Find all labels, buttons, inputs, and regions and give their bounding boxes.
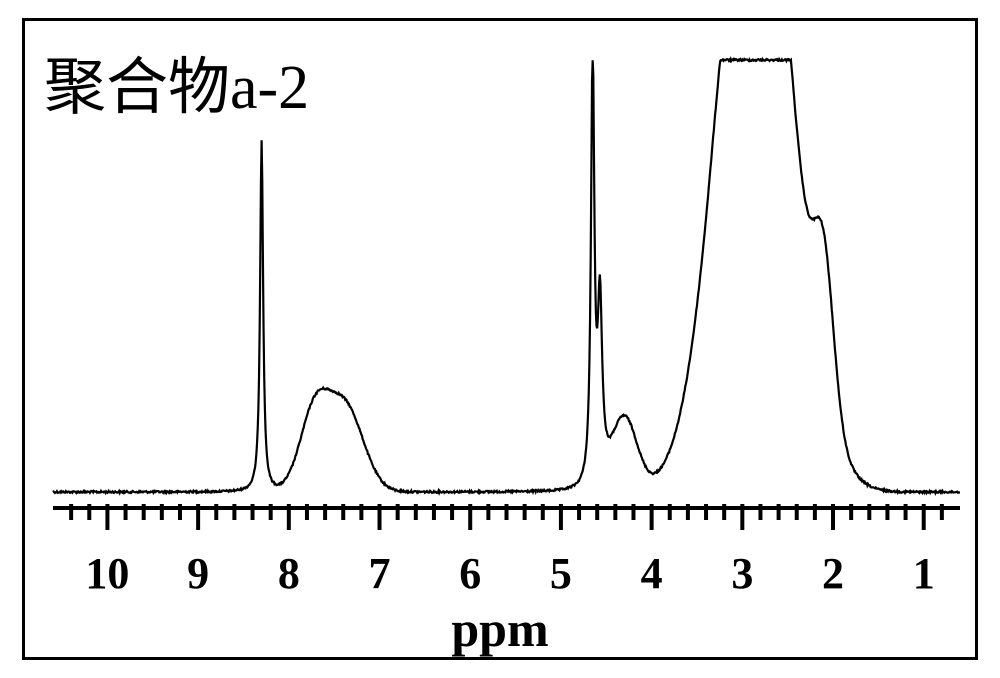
x-axis-label: ppm — [0, 600, 1000, 658]
x-tick-label: 2 — [822, 548, 844, 599]
x-tick-label: 4 — [641, 548, 663, 599]
x-tick-label: 9 — [187, 548, 209, 599]
x-tick-label: 10 — [85, 548, 129, 599]
nmr-spectrum-line — [0, 0, 1000, 678]
x-tick-label: 5 — [550, 548, 572, 599]
x-tick-label: 8 — [278, 548, 300, 599]
x-tick-label: 1 — [913, 548, 935, 599]
x-tick-label: 3 — [731, 548, 753, 599]
x-tick-label: 6 — [459, 548, 481, 599]
x-tick-label: 7 — [369, 548, 391, 599]
